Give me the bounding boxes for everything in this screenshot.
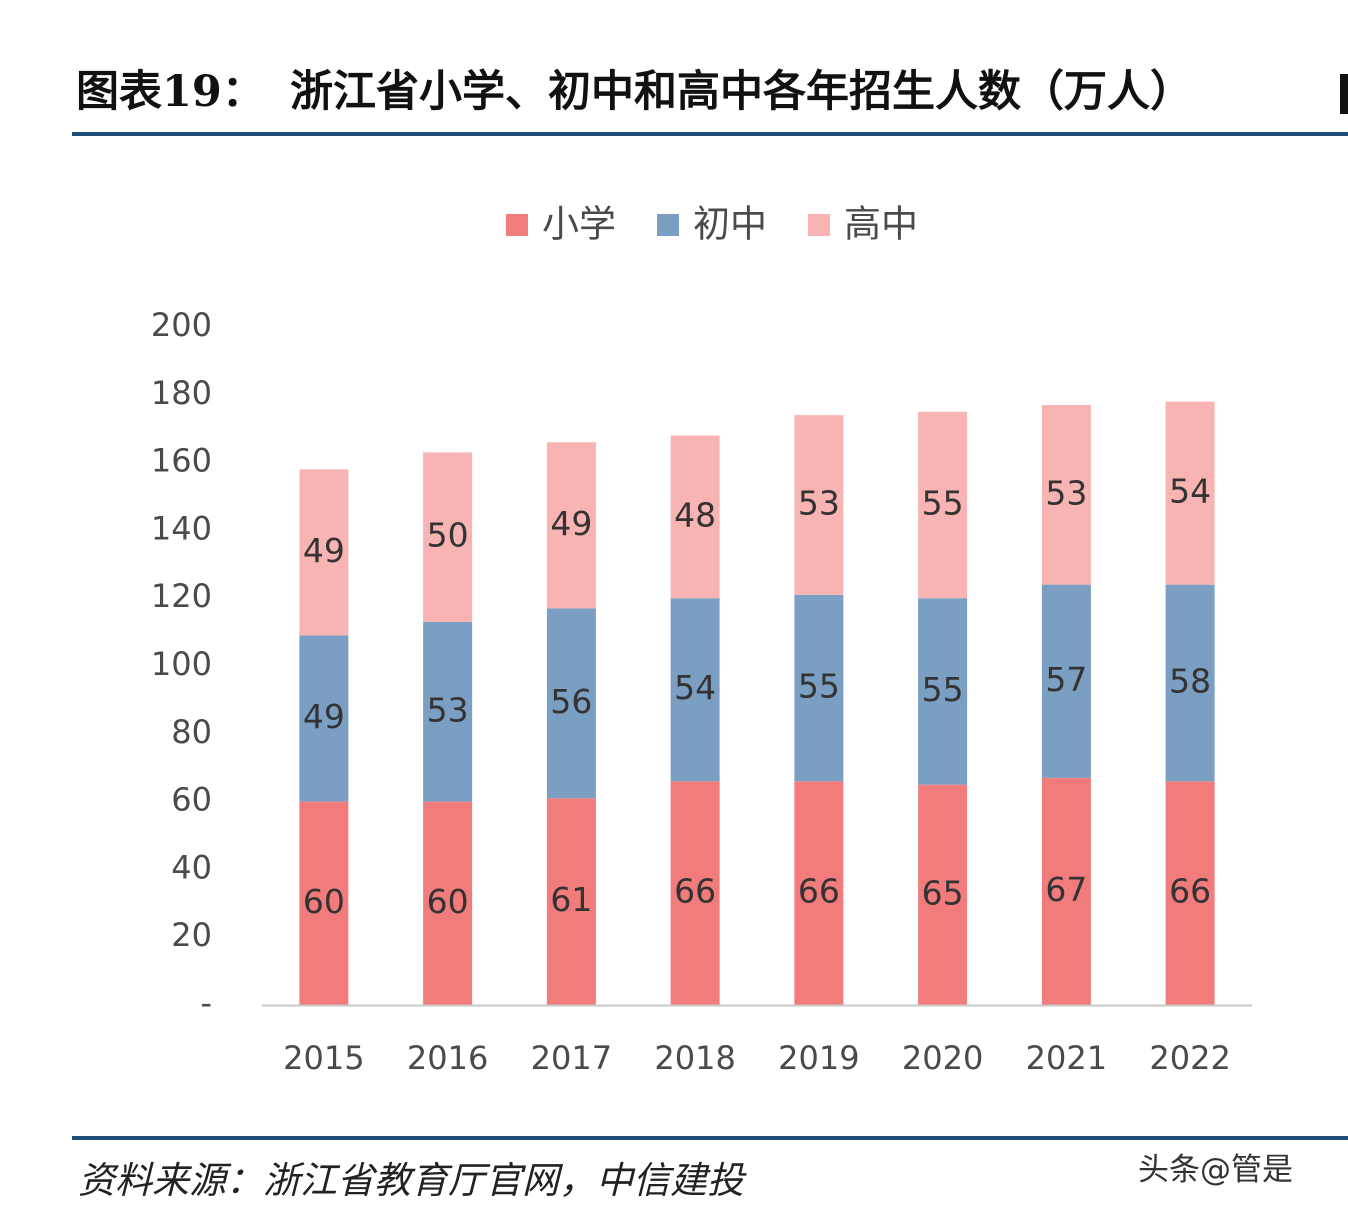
data-label-2022-2: 58	[1169, 661, 1211, 700]
bar-2018-2	[670, 598, 720, 782]
bar-2021-2	[1041, 584, 1091, 778]
bar-2019-3	[794, 415, 844, 595]
bar-2020-2	[918, 598, 968, 785]
x-tick-label: 2015	[283, 1039, 364, 1077]
data-label-2015-2: 49	[303, 697, 345, 736]
bar-2015-2	[299, 635, 349, 802]
source-note: 资料来源：浙江省教育厅官网，中信建投	[78, 1159, 744, 1202]
y-tick-label: 200	[151, 306, 212, 344]
x-tick-label: 2018	[654, 1039, 735, 1077]
legend-label-3: 高中	[844, 203, 918, 246]
data-label-2020-2: 55	[922, 670, 964, 709]
legend-label-1: 小学	[542, 203, 616, 246]
data-label-2015-3: 49	[303, 531, 345, 570]
bar-2015-1	[299, 801, 349, 1005]
bar-2016-1	[423, 801, 473, 1005]
bar-2016-2	[423, 621, 473, 802]
y-tick-label: -	[200, 984, 212, 1022]
data-label-2022-3: 54	[1169, 472, 1211, 511]
y-tick-label: 160	[151, 442, 212, 480]
x-tick-label: 2019	[778, 1039, 859, 1077]
footer-divider	[72, 1136, 1348, 1140]
bar-2018-3	[670, 435, 720, 599]
data-label-2017-3: 49	[550, 504, 592, 543]
data-label-2020-1: 65	[922, 873, 964, 912]
bar-2017-1	[546, 798, 596, 1005]
legend-swatch-1	[506, 214, 528, 236]
data-label-2018-3: 48	[674, 495, 716, 534]
y-tick-label: 120	[151, 577, 212, 615]
data-label-2015-1: 60	[303, 882, 345, 921]
y-tick-label: 100	[151, 645, 212, 683]
data-label-2019-1: 66	[798, 872, 840, 911]
data-label-2021-1: 67	[1045, 870, 1087, 909]
y-tick-label: 40	[171, 848, 212, 886]
y-tick-label: 180	[151, 374, 212, 412]
data-label-2016-3: 50	[427, 516, 469, 555]
legend-label-2: 初中	[693, 203, 767, 246]
figure-title: 浙江省小学、初中和高中各年招生人数（万人）	[290, 67, 1193, 117]
data-label-2021-3: 53	[1045, 473, 1087, 512]
bar-2021-3	[1041, 404, 1091, 585]
bar-2019-1	[794, 781, 844, 1005]
bar-2022-1	[1165, 781, 1215, 1005]
data-label-2022-1: 66	[1169, 872, 1211, 911]
data-label-2018-1: 66	[674, 872, 716, 911]
y-tick-label: 20	[171, 916, 212, 954]
data-label-2018-2: 54	[674, 668, 716, 707]
data-label-2020-3: 55	[922, 483, 964, 522]
data-label-2016-2: 53	[427, 690, 469, 729]
data-label-2019-2: 55	[798, 667, 840, 706]
data-label-2017-1: 61	[550, 880, 592, 919]
data-label-2016-1: 60	[427, 882, 469, 921]
bar-2017-3	[546, 442, 596, 609]
watermark: 头条@管是	[1138, 1152, 1293, 1188]
bar-2018-1	[670, 781, 720, 1005]
x-tick-label: 2017	[531, 1039, 612, 1077]
data-label-2019-3: 53	[798, 483, 840, 522]
chart-title: 图表19： 浙江省小学、初中和高中各年招生人数（万人）	[76, 62, 1348, 122]
y-tick-label: 140	[151, 509, 212, 547]
y-tick-label: 80	[171, 713, 212, 751]
bar-2020-1	[918, 784, 968, 1005]
bar-2016-3	[423, 452, 473, 622]
y-tick-label: 60	[171, 781, 212, 819]
legend-swatch-3	[808, 214, 830, 236]
bar-2017-2	[546, 608, 596, 799]
x-tick-label: 2016	[407, 1039, 488, 1077]
bar-2020-3	[918, 411, 968, 599]
bar-2021-1	[1041, 777, 1091, 1005]
title-divider	[72, 132, 1348, 136]
bar-2019-2	[794, 594, 844, 782]
bar-2022-3	[1165, 401, 1215, 585]
legend-swatch-2	[657, 214, 679, 236]
bar-2022-2	[1165, 584, 1215, 782]
figure-label: 图表19：	[76, 67, 265, 117]
x-tick-label: 2022	[1149, 1039, 1230, 1077]
data-label-2021-2: 57	[1045, 660, 1087, 699]
data-label-2017-2: 56	[550, 682, 592, 721]
x-tick-label: 2020	[902, 1039, 983, 1077]
x-tick-label: 2021	[1026, 1039, 1107, 1077]
title-edge-mark	[1340, 74, 1348, 114]
bar-2015-3	[299, 469, 349, 636]
